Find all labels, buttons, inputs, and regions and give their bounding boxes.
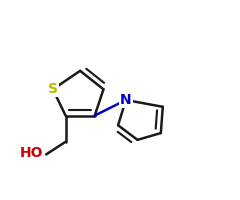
Text: HO: HO — [20, 146, 43, 160]
Text: S: S — [48, 82, 58, 96]
Text: N: N — [120, 93, 132, 107]
